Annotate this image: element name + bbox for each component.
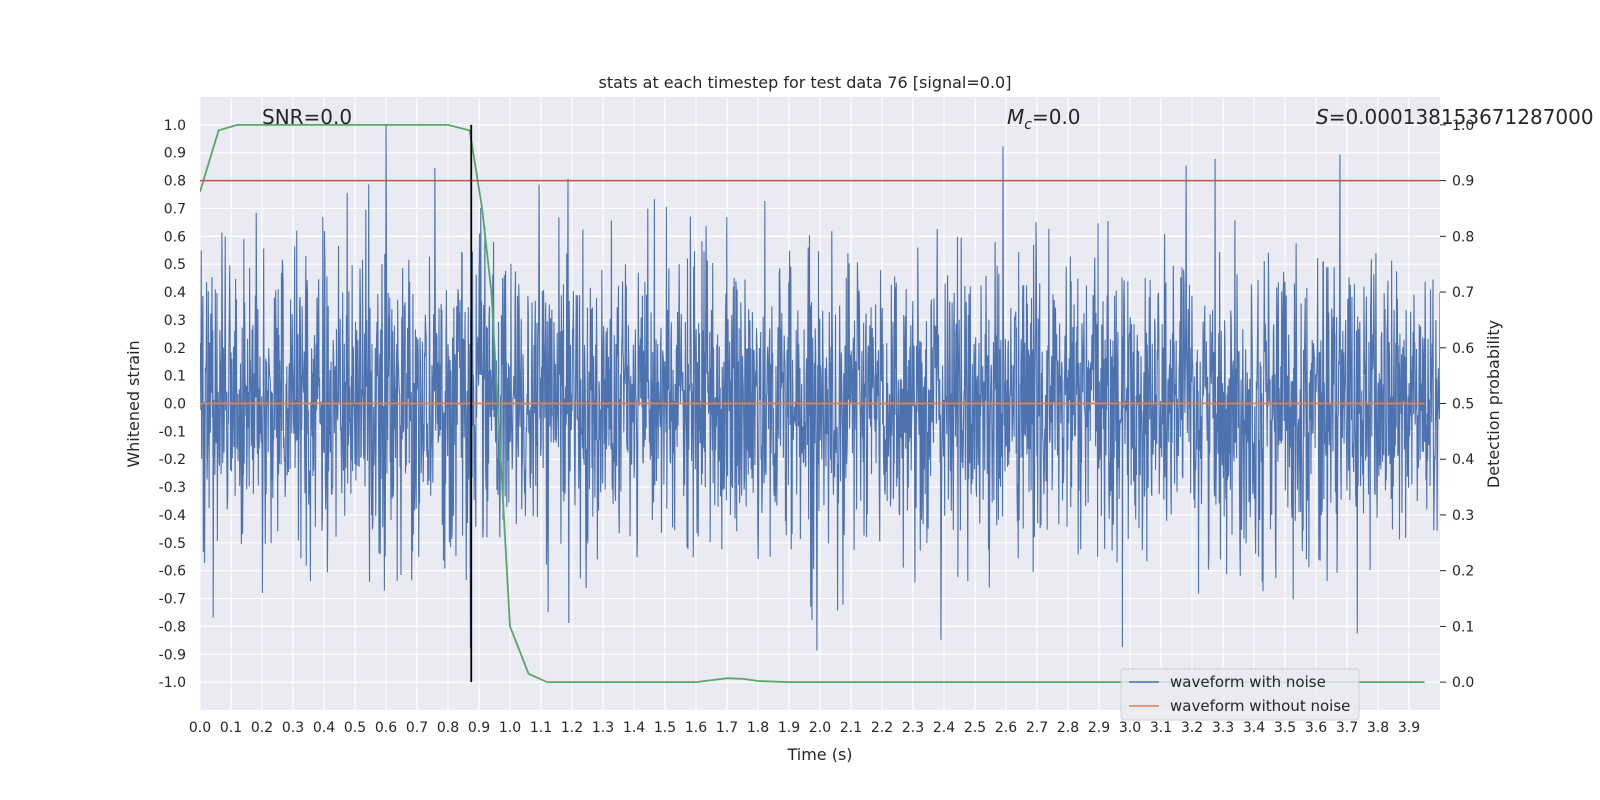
y-tick-label: -0.6 — [159, 564, 186, 580]
s-symbol: S — [1316, 105, 1329, 129]
x-tick-label: 2.9 — [1088, 720, 1110, 736]
y-tick-label: -0.8 — [159, 619, 186, 635]
y-tick-label: -0.2 — [159, 452, 186, 468]
y2-tick-label: 0.2 — [1452, 564, 1474, 580]
y-tick-label: 0.5 — [164, 257, 186, 273]
y-tick-label: 0.1 — [164, 369, 186, 385]
x-tick-label: 3.4 — [1243, 720, 1265, 736]
mc-value: =0.0 — [1032, 105, 1081, 129]
x-tick-label: 0.9 — [468, 720, 490, 736]
s-annotation: S=0.000138153671287000 — [1316, 105, 1594, 129]
x-axis-label: Time (s) — [786, 745, 852, 764]
y2-tick-label: 0.4 — [1452, 452, 1474, 468]
x-tick-label: 0.3 — [282, 720, 304, 736]
mc-subscript: c — [1024, 117, 1032, 133]
y-tick-label: 0.2 — [164, 341, 186, 357]
x-tick-label: 1.1 — [530, 720, 552, 736]
y2-tick-label: 0.5 — [1452, 397, 1474, 413]
x-tick-label: 1.0 — [499, 720, 521, 736]
x-tick-label: 0.2 — [251, 720, 273, 736]
series-waveform-with-noise — [200, 124, 1440, 651]
x-tick-label: 0.0 — [189, 720, 211, 736]
y2-tick-label: 0.8 — [1452, 229, 1474, 245]
x-tick-label: 0.4 — [313, 720, 335, 736]
x-tick-label: 3.7 — [1336, 720, 1358, 736]
legend-box — [1120, 668, 1360, 721]
y-tick-label: -0.5 — [159, 536, 186, 552]
x-tick-label: 1.7 — [716, 720, 738, 736]
y2-tick-label: 1.0 — [1452, 118, 1474, 134]
y2-tick-label: 0.3 — [1452, 508, 1474, 524]
y2-tick-label: 0.6 — [1452, 341, 1474, 357]
legend: waveform with noise waveform without noi… — [1120, 668, 1360, 721]
y-tick-label: 0.0 — [164, 397, 186, 413]
annotations: SNR=0.0 Mc=0.0 S=0.000138153671287000 — [262, 105, 1594, 133]
y2-tick-label: 0.0 — [1452, 675, 1474, 691]
x-tick-label: 3.2 — [1181, 720, 1203, 736]
x-tick-label: 1.3 — [592, 720, 614, 736]
y-tick-label: 0.3 — [164, 313, 186, 329]
x-tick-label: 0.6 — [375, 720, 397, 736]
x-tick-label: 3.1 — [1150, 720, 1172, 736]
x-tick-label: 3.9 — [1398, 720, 1420, 736]
x-tick-label: 3.0 — [1119, 720, 1141, 736]
y2-tick-label: 0.9 — [1452, 174, 1474, 190]
y-tick-label: -0.4 — [159, 508, 186, 524]
x-tick-label: 0.5 — [344, 720, 366, 736]
x-tick-label: 2.4 — [933, 720, 955, 736]
y-tick-label: -0.3 — [159, 480, 186, 496]
x-tick-label: 2.7 — [1026, 720, 1048, 736]
x-tick-label: 1.4 — [623, 720, 645, 736]
x-tick-labels: 0.0 0.1 0.2 0.3 0.4 0.5 0.6 0.7 0.8 0.9 1.0 1.1 1.2 1… — [189, 720, 1420, 736]
y-tick-label: -0.1 — [159, 424, 186, 440]
chart-title: stats at each timestep for test data 76 … — [599, 73, 1012, 92]
y-tick-label: -0.9 — [159, 647, 186, 663]
x-tick-label: 3.6 — [1305, 720, 1327, 736]
y-tick-label: 0.9 — [164, 146, 186, 162]
x-tick-label: 2.3 — [902, 720, 924, 736]
x-tick-label: 1.5 — [654, 720, 676, 736]
y2-axis-label: Detection probability — [1484, 320, 1503, 488]
x-tick-label: 2.1 — [840, 720, 862, 736]
x-tick-label: 1.2 — [561, 720, 583, 736]
x-tick-label: 2.8 — [1057, 720, 1079, 736]
y2-tick-labels: 1.0 0.9 0.8 0.7 0.6 0.5 0.4 0.3 0.2 0.1 0.0 — [1440, 118, 1474, 691]
x-tick-label: 2.0 — [809, 720, 831, 736]
y2-tick-label: 0.7 — [1452, 285, 1474, 301]
y-tick-label: 0.4 — [164, 285, 186, 301]
x-tick-label: 2.6 — [995, 720, 1017, 736]
mc-symbol: M — [1007, 105, 1024, 129]
snr-annotation: SNR=0.0 — [262, 105, 352, 129]
y-axis-label: Whitened strain — [124, 340, 143, 467]
series-detection-probability — [200, 123, 1425, 684]
y-tick-label: 0.7 — [164, 201, 186, 217]
x-tick-label: 0.7 — [406, 720, 428, 736]
y-tick-label: -0.7 — [159, 592, 186, 608]
x-tick-label: 1.9 — [778, 720, 800, 736]
y-tick-label: 0.8 — [164, 174, 186, 190]
y2-tick-label: 0.1 — [1452, 619, 1474, 635]
s-value: =0.000138153671287000 — [1329, 105, 1594, 129]
x-tick-label: 1.6 — [685, 720, 707, 736]
x-tick-label: 3.5 — [1274, 720, 1296, 736]
x-tick-label: 0.1 — [220, 720, 242, 736]
x-tick-label: 3.3 — [1212, 720, 1234, 736]
y-tick-label: -1.0 — [159, 675, 186, 691]
mc-annotation: Mc=0.0 — [1007, 105, 1081, 133]
y-tick-labels: 1.0 0.9 0.8 0.7 0.6 0.5 0.4 0.3 0.2 0.1 0.0 -0.1 -0.… — [159, 118, 186, 691]
x-tick-label: 1.8 — [747, 720, 769, 736]
y-tick-label: 1.0 — [164, 118, 186, 134]
series-layer — [200, 123, 1440, 684]
x-tick-label: 0.8 — [437, 720, 459, 736]
y-tick-label: 0.6 — [164, 229, 186, 245]
legend-label-clean: waveform without noise — [1170, 697, 1350, 715]
x-tick-label: 2.5 — [964, 720, 986, 736]
legend-label-noise: waveform with noise — [1170, 673, 1326, 691]
x-tick-label: 3.8 — [1367, 720, 1389, 736]
x-tick-label: 2.2 — [871, 720, 893, 736]
